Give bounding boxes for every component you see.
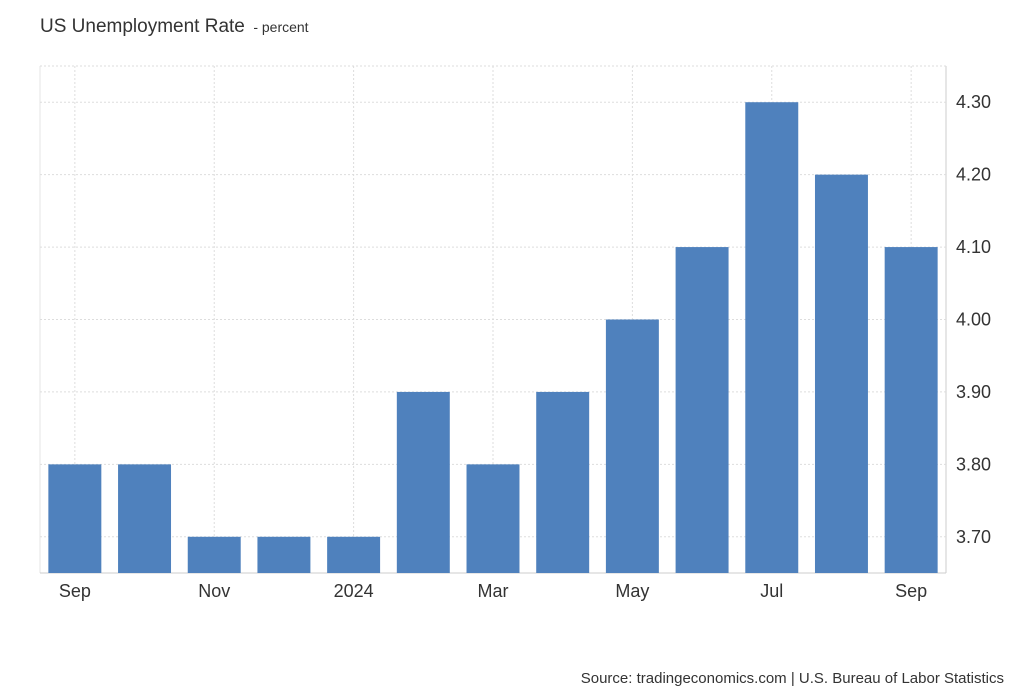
bar [118, 464, 172, 573]
bar [187, 536, 241, 573]
bar [257, 536, 311, 573]
bar [745, 102, 799, 573]
bar [327, 536, 381, 573]
x-tick-label: Nov [198, 581, 230, 601]
y-tick-label: 4.30 [956, 92, 991, 112]
x-tick-label: May [615, 581, 649, 601]
bar [605, 319, 659, 573]
bar [396, 391, 450, 573]
y-tick-label: 4.20 [956, 165, 991, 185]
bar [466, 464, 520, 573]
x-tick-label: 2024 [334, 581, 374, 601]
chart-title: US Unemployment Rate [40, 16, 245, 37]
bar [814, 174, 868, 573]
x-tick-label: Mar [478, 581, 509, 601]
x-tick-label: Sep [895, 581, 927, 601]
y-tick-label: 4.00 [956, 310, 991, 330]
bar [48, 464, 102, 573]
chart-title-row: US Unemployment Rate - percent [40, 16, 309, 38]
bar [536, 391, 590, 573]
x-tick-label: Jul [760, 581, 783, 601]
bar [675, 247, 729, 574]
y-tick-label: 3.90 [956, 382, 991, 402]
y-tick-label: 3.80 [956, 454, 991, 474]
source-credit: Source: tradingeconomics.com | U.S. Bure… [580, 670, 1004, 687]
y-tick-label: 4.10 [956, 237, 991, 257]
bar [884, 247, 938, 574]
x-tick-label: Sep [59, 581, 91, 601]
bar-chart: 3.70 3.80 3.90 4.00 4.10 4.20 4.30 Sep Nov 2024 Ma… [39, 65, 991, 601]
chart-subtitle: - percent [253, 19, 309, 35]
y-tick-label: 3.70 [956, 527, 991, 547]
